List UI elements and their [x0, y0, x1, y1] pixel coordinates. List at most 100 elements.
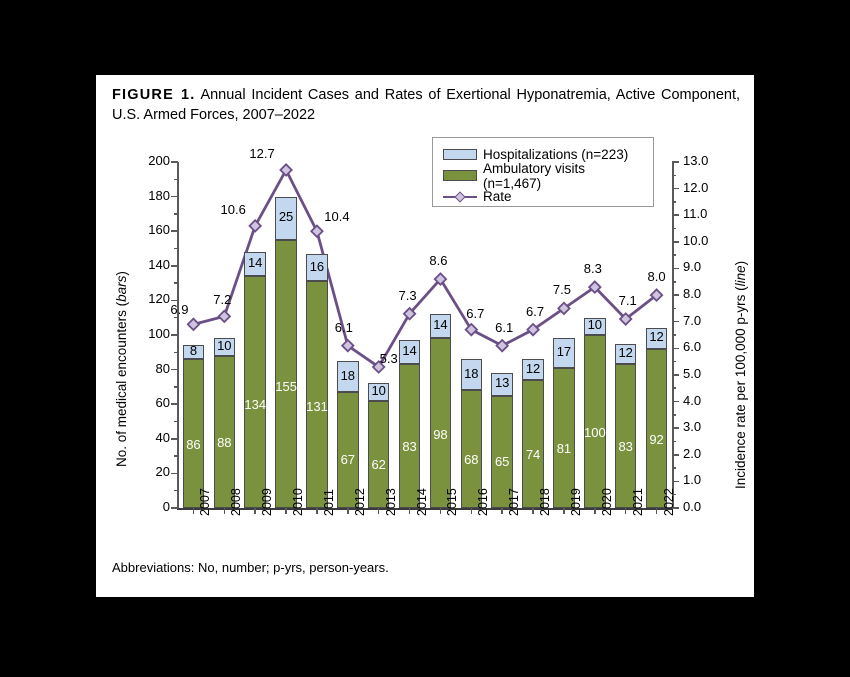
bar-hospitalizations [213, 338, 236, 356]
rate-marker [310, 224, 324, 239]
rate-value-label: 8.6 [429, 253, 448, 269]
bar-label-ambulatory: 88 [217, 434, 232, 450]
bar-hospitalizations [553, 338, 575, 368]
rate-value-label: 7.1 [618, 293, 637, 309]
rate-value-label: 12.7 [249, 145, 275, 161]
rate-marker [526, 322, 540, 337]
y-axis-left-tick-label: 60 [155, 395, 170, 411]
rate-value-label: 6.7 [466, 305, 485, 321]
bar-label-hospitalizations: 13 [494, 375, 510, 391]
legend-item-rate: Rate [443, 186, 645, 207]
bar-label-ambulatory: 134 [244, 396, 267, 412]
y-axis-right-tick-label: 3.0 [683, 419, 702, 435]
bar-hospitalizations [337, 360, 359, 393]
bar-label-ambulatory: 65 [494, 454, 510, 470]
x-axis-tick-label: 2021 [630, 488, 645, 516]
x-axis-tick-label: 2020 [599, 488, 614, 516]
bar-label-ambulatory: 74 [525, 446, 541, 462]
x-axis-tick-label: 2014 [414, 488, 429, 516]
bar-label-hospitalizations: 18 [340, 367, 356, 383]
plot-area [178, 162, 672, 508]
bar-hospitalizations [398, 340, 421, 365]
rate-marker [495, 338, 510, 353]
x-axis-tick-label: 2008 [229, 488, 244, 516]
rate-marker [371, 360, 386, 374]
bar-label-hospitalizations: 12 [618, 345, 633, 361]
x-axis-tick-label: 2007 [198, 488, 213, 516]
bar-label-hospitalizations: 8 [189, 343, 198, 359]
bar-label-hospitalizations: 10 [587, 317, 603, 333]
y-axis-right-tick-label: 9.0 [683, 259, 702, 275]
chart-svg [186, 163, 664, 374]
y-axis-right-title: Incidence rate per 100,000 p-yrs (line) [733, 260, 748, 489]
figure-panel: FIGURE 1. Annual Incident Cases and Rate… [96, 75, 754, 597]
bar-ambulatory [367, 400, 390, 508]
rate-value-label: 7.5 [552, 282, 571, 298]
x-axis-tick-label: 2012 [352, 488, 367, 516]
bar-hospitalizations [584, 317, 606, 335]
rate-value-label: 10.6 [220, 201, 246, 217]
legend-item-ambulatory: Ambulatory visits (n=1,467) [443, 161, 645, 191]
y-axis-right-tick-label: 12.0 [683, 179, 709, 195]
rate-marker [618, 312, 633, 326]
x-axis-tick-label: 2019 [568, 488, 583, 516]
bar-label-hospitalizations: 10 [371, 383, 386, 399]
bar-label-hospitalizations: 17 [556, 344, 572, 360]
x-axis-tick-label: 2016 [476, 488, 491, 516]
bar-ambulatory [553, 367, 575, 508]
bar-label-hospitalizations: 18 [464, 365, 479, 381]
x-axis-tick-label: 2022 [661, 488, 676, 516]
bar-label-ambulatory: 83 [618, 439, 633, 455]
abbreviations-note: Abbreviations: No, number; p-yrs, person… [112, 560, 389, 575]
chart-area: No. of medical encounters (bars) Inciden… [96, 137, 754, 537]
bar-hospitalizations [429, 314, 452, 339]
y-axis-right-tick-label: 13.0 [683, 153, 709, 168]
y-axis-right-tick-label: 11.0 [683, 206, 708, 222]
bar-ambulatory [522, 379, 544, 508]
rate-value-label: 5.3 [379, 350, 398, 366]
bar-hospitalizations [645, 328, 668, 349]
figure-title: Annual Incident Cases and Rates of Exert… [112, 87, 741, 123]
rate-marker [186, 317, 201, 332]
bar-hospitalizations [275, 196, 297, 240]
rate-value-label: 6.7 [526, 303, 545, 319]
bar-hospitalizations [244, 251, 266, 277]
bar-label-hospitalizations: 12 [649, 329, 664, 345]
y-axis-left-tick-label: 40 [155, 429, 170, 445]
bar-label-ambulatory: 67 [340, 452, 356, 468]
bar-label-ambulatory: 131 [306, 399, 328, 415]
rate-marker [248, 218, 263, 233]
rate-value-label: 6.1 [334, 319, 353, 335]
rate-marker [433, 272, 448, 287]
x-axis-tick-label: 2017 [507, 488, 522, 516]
y-axis-right-tick-label: 10.0 [683, 232, 709, 248]
bar-label-hospitalizations: 14 [402, 343, 417, 359]
bar-label-ambulatory: 92 [649, 431, 664, 447]
bar-hospitalizations [306, 253, 328, 282]
bar-label-ambulatory: 83 [402, 439, 417, 455]
bar-label-ambulatory: 62 [371, 456, 386, 472]
hospitalizations-swatch-icon [443, 149, 477, 160]
rate-value-label: 7.3 [398, 287, 417, 303]
rate-marker [649, 288, 664, 303]
bar-label-hospitalizations: 10 [217, 338, 232, 354]
rate-marker [279, 163, 293, 177]
bar-ambulatory [460, 390, 483, 508]
rate-value-label: 7.2 [213, 292, 232, 308]
bar-label-hospitalizations: 25 [278, 209, 294, 225]
y-axis-right-tick-label: 1.0 [683, 472, 702, 488]
y-axis-right-tick-label: 5.0 [683, 365, 702, 381]
x-axis-tick-label: 2015 [445, 488, 460, 516]
bar-ambulatory [491, 395, 513, 508]
bar-ambulatory [337, 392, 359, 508]
y-axis-right-tick-label: 2.0 [683, 445, 702, 461]
y-axis-left-tick-label: 160 [148, 222, 170, 238]
bar-hospitalizations [182, 345, 205, 360]
bar-label-hospitalizations: 16 [309, 258, 325, 274]
bar-hospitalizations [491, 373, 513, 396]
y-axis-left-tick-label: 80 [155, 360, 170, 376]
rate-value-label: 8.3 [583, 261, 602, 277]
y-axis-left-tick-label: 180 [148, 187, 170, 203]
bar-ambulatory [398, 364, 421, 508]
bar-label-ambulatory: 68 [464, 451, 479, 467]
